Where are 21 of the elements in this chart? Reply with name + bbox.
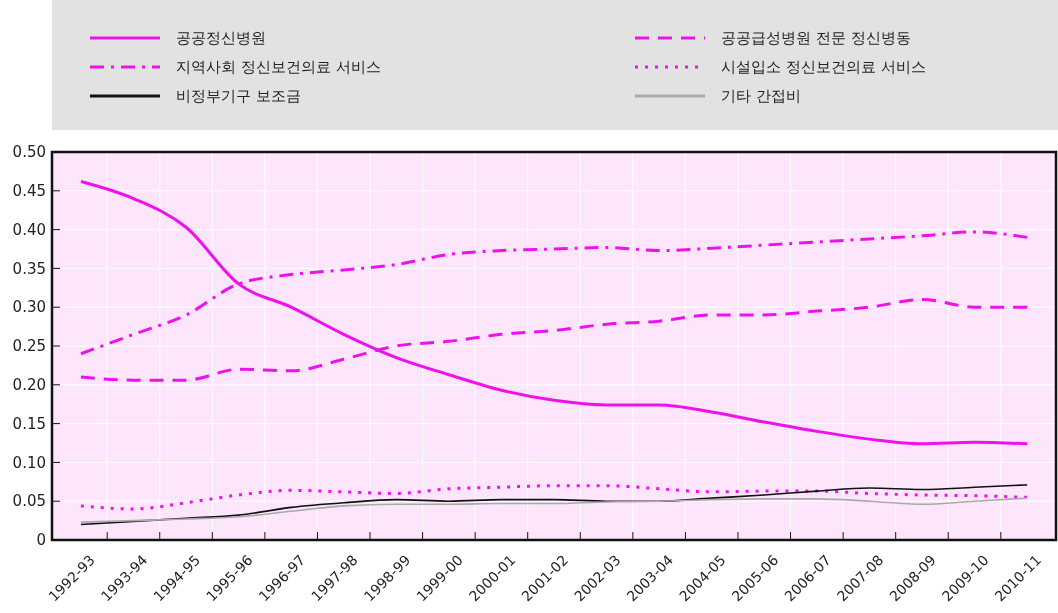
y-tick-label: 0.30 [12,298,46,317]
line-series [79,484,1029,511]
y-tick-label: 0.10 [12,453,46,472]
y-tick-label: 0.45 [12,182,46,201]
legend-label: 공공급성병원 전문 정신병동 [721,29,911,47]
y-tick-label: 0.05 [12,492,46,511]
y-tick-label: 0 [36,531,46,550]
y-tick-label: 0.35 [12,259,46,278]
legend-label: 시설입소 정신보건의료 서비스 [721,58,926,76]
legend-label: 비정부기구 보조금 [176,87,301,105]
y-tick-label: 0.15 [12,414,46,433]
legend-label: 공공정신병원 [176,29,266,47]
y-tick-label: 0.20 [12,376,46,395]
y-tick-label: 0.50 [12,143,46,162]
legend-label: 기타 간접비 [721,87,801,105]
line-series [80,484,1028,526]
line-series [80,497,1028,523]
legend-label: 지역사회 정신보건의료 서비스 [176,58,381,76]
y-tick-label: 0.40 [12,220,46,239]
y-tick-label: 0.25 [12,337,46,356]
line-series [79,179,1029,446]
